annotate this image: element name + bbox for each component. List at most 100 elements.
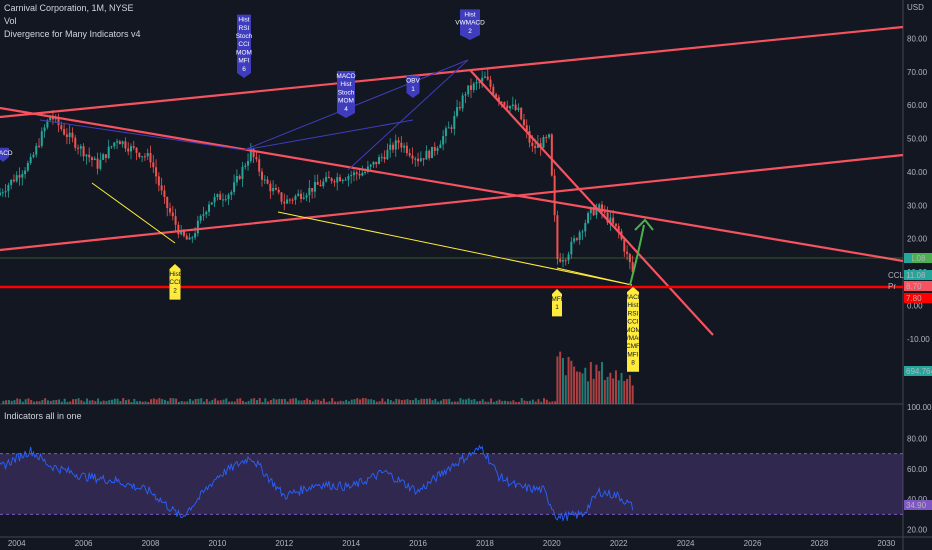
candle xyxy=(308,188,311,196)
rsi-badge: 34.90 xyxy=(904,500,932,510)
candle xyxy=(46,120,49,128)
candle xyxy=(467,85,470,95)
candle xyxy=(188,237,191,240)
candle xyxy=(553,175,556,216)
candle xyxy=(378,157,381,165)
volume-bar xyxy=(364,398,367,404)
volume-bar xyxy=(531,399,534,404)
volume-bar xyxy=(515,401,518,404)
volume-bar xyxy=(617,380,620,404)
volume-bar xyxy=(386,398,389,404)
candle xyxy=(143,156,146,158)
candle xyxy=(146,153,149,157)
volume-bar xyxy=(512,400,515,404)
volume-bar xyxy=(255,400,258,404)
candle xyxy=(96,158,99,169)
volume-bar xyxy=(58,399,61,404)
volume-bar xyxy=(83,401,86,404)
candle xyxy=(305,195,308,198)
volume-bar xyxy=(517,401,520,404)
volume-bar xyxy=(509,401,512,404)
candle xyxy=(439,144,442,149)
price-tick: 60.00 xyxy=(907,101,928,110)
volume-bar xyxy=(459,398,462,404)
volume-bar xyxy=(161,399,164,404)
candle xyxy=(325,176,328,182)
volume-bar xyxy=(554,401,557,404)
volume-bar xyxy=(573,366,576,404)
candle xyxy=(456,107,459,116)
candle xyxy=(575,238,578,240)
projection-arrowhead xyxy=(634,218,654,231)
candle xyxy=(489,79,492,87)
candle xyxy=(291,199,294,201)
volume-bar xyxy=(592,378,595,404)
volume-bar xyxy=(233,401,236,404)
candle xyxy=(344,179,347,181)
volume-bar xyxy=(322,398,325,404)
bull-divergence-line xyxy=(91,182,176,244)
candle xyxy=(272,187,275,192)
candle xyxy=(450,127,453,129)
green-price-badge-value: 11.08 xyxy=(906,254,926,263)
signal-label: 1 xyxy=(411,86,415,93)
volume-bar xyxy=(478,400,481,404)
candle xyxy=(425,150,428,160)
ccl-badge-value: 11.08 xyxy=(906,271,926,280)
candle xyxy=(118,141,121,145)
candle xyxy=(380,156,383,158)
candle xyxy=(584,223,587,232)
volume-bar xyxy=(434,398,437,404)
candle xyxy=(339,177,342,182)
candle xyxy=(4,191,7,193)
signal-marker xyxy=(0,147,9,162)
volume-bar xyxy=(2,400,5,404)
candle xyxy=(182,230,185,236)
volume-bar xyxy=(400,400,403,404)
candle xyxy=(230,192,233,195)
volume-bar xyxy=(60,401,63,404)
candle xyxy=(350,175,353,177)
price-tick: -10.00 xyxy=(907,335,930,344)
signal-label: RSI xyxy=(628,310,639,317)
volume-bar xyxy=(481,399,484,404)
candle xyxy=(32,154,35,158)
candle xyxy=(302,197,305,199)
candle xyxy=(492,86,495,94)
candle xyxy=(433,146,436,151)
volume-bar xyxy=(52,400,55,404)
volume-bar xyxy=(85,398,88,404)
candle xyxy=(15,175,18,182)
volume-bar xyxy=(141,401,144,404)
signal-label: MOM xyxy=(236,49,252,56)
volume-bar xyxy=(74,399,77,404)
volume-bar xyxy=(63,398,66,404)
candle xyxy=(202,214,205,216)
support-badge: 7.80 xyxy=(904,293,932,303)
pr-badge-value: 8.70 xyxy=(906,282,922,291)
time-tick: 2012 xyxy=(275,539,293,548)
signal-marker xyxy=(337,71,355,118)
candle xyxy=(71,132,74,138)
volume-bar xyxy=(631,385,634,404)
candle xyxy=(612,217,615,224)
candle xyxy=(361,172,364,176)
candle xyxy=(244,165,247,167)
volume-bar xyxy=(124,400,127,404)
candle xyxy=(422,158,425,160)
candle xyxy=(623,239,626,252)
volume-bar xyxy=(575,371,578,404)
volume-bar xyxy=(177,401,180,404)
volume-badge-value: 694.764 xyxy=(906,367,932,376)
candle xyxy=(444,128,447,136)
price-marker xyxy=(904,253,912,263)
volume-bar xyxy=(247,400,250,404)
candle xyxy=(578,232,581,240)
volume-bar xyxy=(620,372,623,404)
steep-downtrend-line xyxy=(469,69,714,336)
candle xyxy=(486,76,489,80)
